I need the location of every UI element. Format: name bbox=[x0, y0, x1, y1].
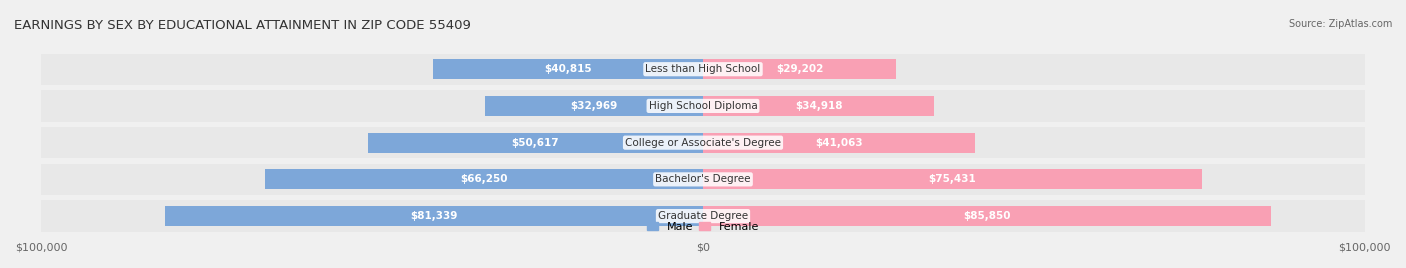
Bar bbox=[703, 133, 974, 153]
Text: Bachelor's Degree: Bachelor's Degree bbox=[655, 174, 751, 184]
Bar bbox=[264, 169, 703, 189]
Text: $85,850: $85,850 bbox=[963, 211, 1011, 221]
Bar bbox=[41, 54, 703, 85]
Bar bbox=[703, 206, 1271, 226]
Text: College or Associate's Degree: College or Associate's Degree bbox=[626, 138, 780, 148]
Bar bbox=[433, 59, 703, 79]
Bar bbox=[41, 164, 703, 195]
Text: $32,969: $32,969 bbox=[571, 101, 617, 111]
Text: Less than High School: Less than High School bbox=[645, 64, 761, 74]
Bar bbox=[41, 90, 703, 121]
Bar bbox=[368, 133, 703, 153]
Text: High School Diploma: High School Diploma bbox=[648, 101, 758, 111]
Text: $75,431: $75,431 bbox=[929, 174, 976, 184]
Bar bbox=[41, 200, 703, 232]
Bar bbox=[165, 206, 703, 226]
Bar bbox=[703, 127, 1365, 158]
Text: $29,202: $29,202 bbox=[776, 64, 824, 74]
Text: $81,339: $81,339 bbox=[411, 211, 457, 221]
Text: $34,918: $34,918 bbox=[794, 101, 842, 111]
Text: Graduate Degree: Graduate Degree bbox=[658, 211, 748, 221]
Bar bbox=[703, 164, 1365, 195]
Bar bbox=[703, 169, 1202, 189]
Legend: Male, Female: Male, Female bbox=[643, 217, 763, 236]
Text: EARNINGS BY SEX BY EDUCATIONAL ATTAINMENT IN ZIP CODE 55409: EARNINGS BY SEX BY EDUCATIONAL ATTAINMEN… bbox=[14, 19, 471, 32]
Bar bbox=[703, 90, 1365, 121]
Bar bbox=[703, 54, 1365, 85]
Bar bbox=[703, 200, 1365, 232]
Text: $41,063: $41,063 bbox=[815, 138, 863, 148]
Bar bbox=[485, 96, 703, 116]
Text: $50,617: $50,617 bbox=[512, 138, 560, 148]
Bar bbox=[703, 59, 896, 79]
Text: $40,815: $40,815 bbox=[544, 64, 592, 74]
Bar bbox=[703, 96, 934, 116]
Text: $66,250: $66,250 bbox=[460, 174, 508, 184]
Text: Source: ZipAtlas.com: Source: ZipAtlas.com bbox=[1288, 19, 1392, 29]
Bar bbox=[41, 127, 703, 158]
